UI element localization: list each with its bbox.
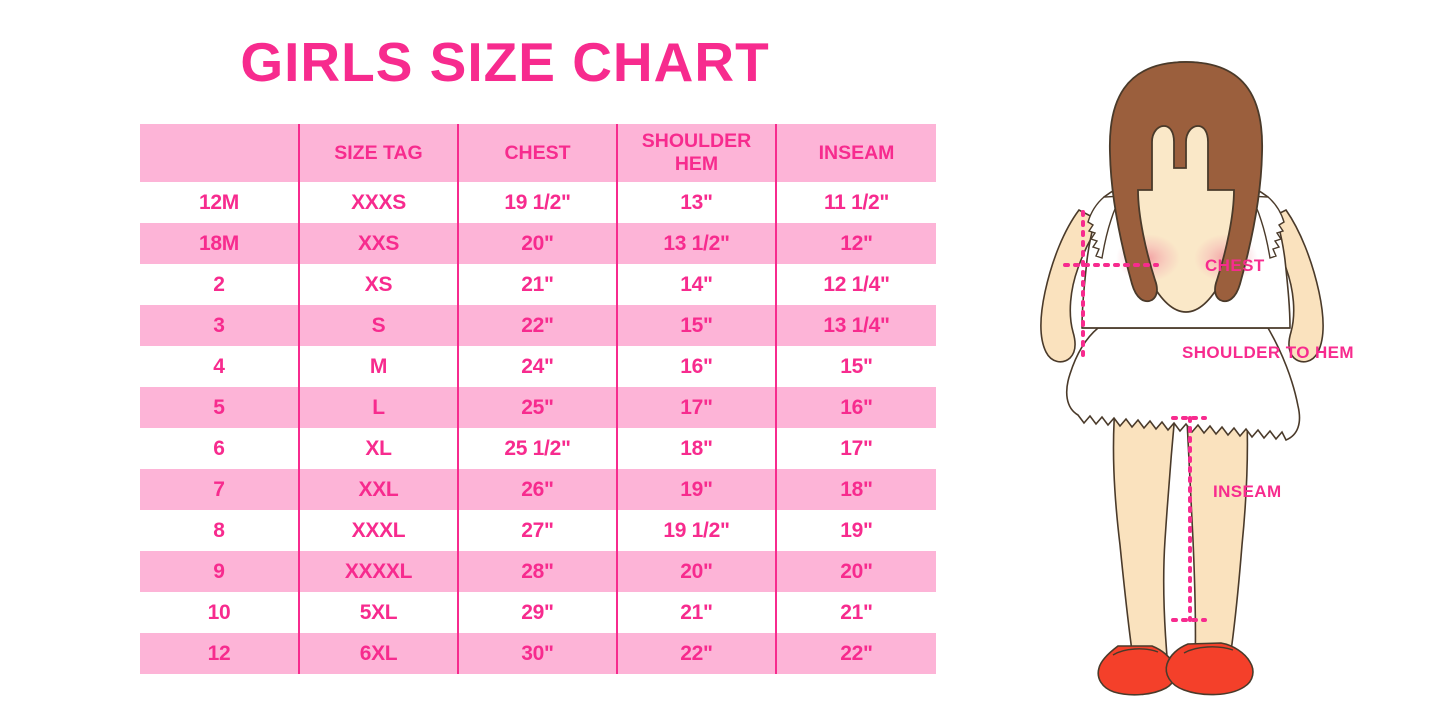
column-header-size: [140, 124, 299, 182]
cell-size: 10: [140, 592, 299, 633]
table-row: 18M XXS 20" 13 1/2" 12": [140, 223, 936, 264]
column-header-shoulder-hem: SHOULDER HEM: [616, 124, 776, 182]
column-header-size-tag: SIZE TAG: [298, 124, 458, 182]
cell-shoulder-hem: 13": [616, 182, 776, 223]
arms-group: [1040, 208, 1324, 363]
cell-size-tag: XXXL: [298, 510, 458, 551]
size-chart-table: SIZE TAG CHEST SHOULDER HEM INSEAM 12M X…: [140, 124, 936, 674]
cell-inseam: 16": [775, 387, 936, 428]
cell-shoulder-hem: 21": [616, 592, 776, 633]
cell-inseam: 22": [775, 633, 936, 674]
skirt-group: [1065, 327, 1301, 442]
cell-size-tag: XL: [298, 428, 458, 469]
table-body: 12M XXXS 19 1/2" 13" 11 1/2" 18M XXS 20"…: [140, 182, 936, 674]
cell-chest: 25 1/2": [457, 428, 617, 469]
cell-size-tag: 6XL: [298, 633, 458, 674]
cell-shoulder-hem: 15": [616, 305, 776, 346]
cell-size: 2: [140, 264, 299, 305]
cell-shoulder-hem: 20": [616, 551, 776, 592]
column-header-chest: CHEST: [457, 124, 617, 182]
cell-inseam: 17": [775, 428, 936, 469]
cell-shoulder-hem: 17": [616, 387, 776, 428]
cell-size: 12: [140, 633, 299, 674]
cell-shoulder-hem: 16": [616, 346, 776, 387]
cell-size-tag: M: [298, 346, 458, 387]
cell-size-tag: XS: [298, 264, 458, 305]
cell-size-tag: XXS: [298, 223, 458, 264]
cell-chest: 27": [457, 510, 617, 551]
cell-chest: 24": [457, 346, 617, 387]
cell-size: 7: [140, 469, 299, 510]
cell-shoulder-hem: 18": [616, 428, 776, 469]
cell-inseam: 11 1/2": [775, 182, 936, 223]
cell-chest: 19 1/2": [457, 182, 617, 223]
cell-chest: 25": [457, 387, 617, 428]
cell-size-tag: 5XL: [298, 592, 458, 633]
table-row: 12 6XL 30" 22" 22": [140, 633, 936, 674]
cell-size: 3: [140, 305, 299, 346]
cell-size: 12M: [140, 182, 299, 223]
cell-shoulder-hem: 22": [616, 633, 776, 674]
cell-size: 8: [140, 510, 299, 551]
table-row: 2 XS 21" 14" 12 1/4": [140, 264, 936, 305]
cell-inseam: 20": [775, 551, 936, 592]
legs-group: [1112, 394, 1249, 689]
table-row: 5 L 25" 17" 16": [140, 387, 936, 428]
cell-inseam: 13 1/4": [775, 305, 936, 346]
table-row: 6 XL 25 1/2" 18" 17": [140, 428, 936, 469]
page-title: GIRLS SIZE CHART: [240, 31, 770, 93]
cell-size-tag: XXXXL: [298, 551, 458, 592]
cell-shoulder-hem: 14": [616, 264, 776, 305]
cell-size: 9: [140, 551, 299, 592]
cell-size: 18M: [140, 223, 299, 264]
cell-chest: 20": [457, 223, 617, 264]
table-header-row: SIZE TAG CHEST SHOULDER HEM INSEAM: [140, 124, 936, 182]
cell-chest: 21": [457, 264, 617, 305]
label-inseam: INSEAM: [1213, 482, 1282, 501]
size-chart-table-wrapper: SIZE TAG CHEST SHOULDER HEM INSEAM 12M X…: [140, 124, 936, 674]
label-shoulder-to-hem: SHOULDER TO HEM: [1182, 343, 1354, 362]
cell-shoulder-hem: 19 1/2": [616, 510, 776, 551]
cell-chest: 26": [457, 469, 617, 510]
cell-shoulder-hem: 19": [616, 469, 776, 510]
table-row: 3 S 22" 15" 13 1/4": [140, 305, 936, 346]
label-chest: CHEST: [1205, 256, 1265, 275]
cell-inseam: 21": [775, 592, 936, 633]
cell-inseam: 12": [775, 223, 936, 264]
cell-size-tag: XXXS: [298, 182, 458, 223]
table-row: 7 XXL 26" 19" 18": [140, 469, 936, 510]
measurement-guides: [1063, 210, 1207, 622]
cell-size-tag: S: [298, 305, 458, 346]
cell-size-tag: XXL: [298, 469, 458, 510]
cell-shoulder-hem: 13 1/2": [616, 223, 776, 264]
table-row: 8 XXXL 27" 19 1/2" 19": [140, 510, 936, 551]
cell-chest: 22": [457, 305, 617, 346]
girl-figure-illustration: [990, 40, 1445, 700]
head-group: [1108, 61, 1264, 313]
cell-size: 4: [140, 346, 299, 387]
cell-size-tag: L: [298, 387, 458, 428]
cell-chest: 29": [457, 592, 617, 633]
cell-size: 5: [140, 387, 299, 428]
table-row: 4 M 24" 16" 15": [140, 346, 936, 387]
cell-size: 6: [140, 428, 299, 469]
table-header: SIZE TAG CHEST SHOULDER HEM INSEAM: [140, 124, 936, 182]
cell-inseam: 18": [775, 469, 936, 510]
cell-inseam: 19": [775, 510, 936, 551]
column-header-inseam: INSEAM: [775, 124, 936, 182]
shoes-group: [1097, 642, 1254, 696]
table-row: 10 5XL 29" 21" 21": [140, 592, 936, 633]
cell-inseam: 15": [775, 346, 936, 387]
cell-chest: 28": [457, 551, 617, 592]
table-row: 12M XXXS 19 1/2" 13" 11 1/2": [140, 182, 936, 223]
cell-chest: 30": [457, 633, 617, 674]
table-row: 9 XXXXL 28" 20" 20": [140, 551, 936, 592]
cell-inseam: 12 1/4": [775, 264, 936, 305]
